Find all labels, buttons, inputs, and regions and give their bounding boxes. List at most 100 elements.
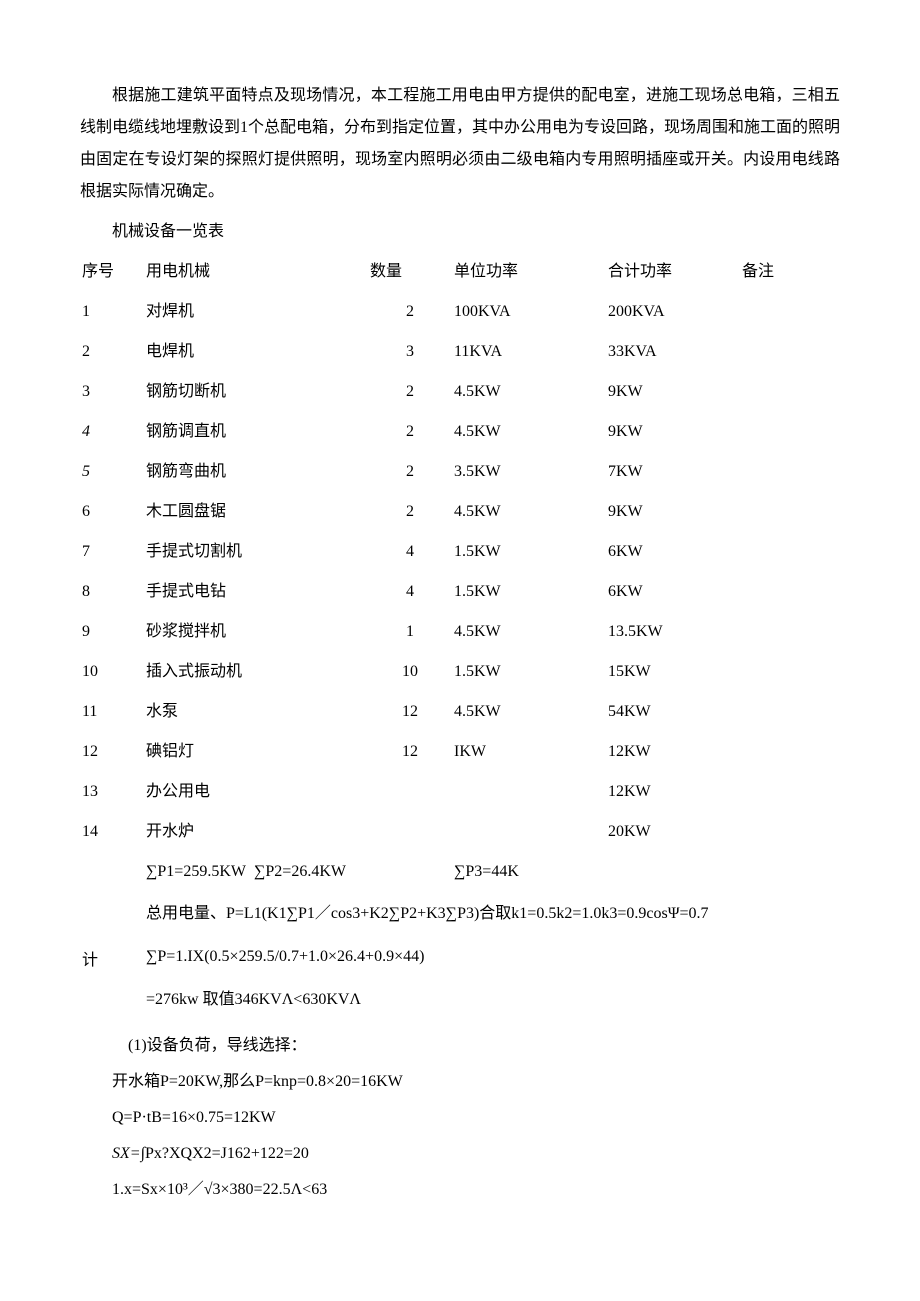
cell-qty: 4	[368, 532, 452, 572]
cell-note	[740, 412, 840, 452]
header-note: 备注	[740, 252, 840, 292]
cell-seq: 10	[80, 652, 144, 692]
cell-qty: 2	[368, 292, 452, 332]
cell-note	[740, 372, 840, 412]
cell-unit: 4.5KW	[452, 612, 606, 652]
cell-seq: 3	[80, 372, 144, 412]
header-total-power: 合计功率	[606, 252, 740, 292]
header-qty: 数量	[368, 252, 452, 292]
cell-note	[740, 732, 840, 772]
footer-line-2: 开水箱P=20KW,那么P=knp=0.8×20=16KW	[80, 1066, 840, 1098]
calc-label: 计	[80, 892, 144, 1030]
cell-unit: 1.5KW	[452, 652, 606, 692]
cell-note	[740, 572, 840, 612]
cell-name: 手提式电钻	[144, 572, 368, 612]
table-title: 机械设备一览表	[80, 216, 840, 248]
cell-qty: 1	[368, 612, 452, 652]
cell-unit: IKW	[452, 732, 606, 772]
cell-qty: 2	[368, 452, 452, 492]
cell-name: 插入式振动机	[144, 652, 368, 692]
cell-qty: 10	[368, 652, 452, 692]
calc-line-1: 总用电量、P=L1(K1∑P1／cos3+K2∑P2+K3∑P3)合取k1=0.…	[146, 896, 838, 931]
header-unit-power: 单位功率	[452, 252, 606, 292]
cell-unit	[452, 812, 606, 852]
table-row: 1 对焊机 2 100KVA 200KVA	[80, 292, 840, 332]
cell-seq: 6	[80, 492, 144, 532]
cell-total: 9KW	[606, 412, 740, 452]
cell-total: 12KW	[606, 772, 740, 812]
cell-seq: 9	[80, 612, 144, 652]
cell-unit: 4.5KW	[452, 492, 606, 532]
header-name: 用电机械	[144, 252, 368, 292]
cell-name: 钢筋切断机	[144, 372, 368, 412]
cell-seq: 5	[80, 452, 144, 492]
cell-unit: 4.5KW	[452, 692, 606, 732]
cell-name: 手提式切割机	[144, 532, 368, 572]
table-row: 8 手提式电钻 4 1.5KW 6KW	[80, 572, 840, 612]
cell-qty: 2	[368, 372, 452, 412]
cell-qty	[368, 812, 452, 852]
cell-seq: 4	[80, 412, 144, 452]
table-row: 6 木工圆盘锯 2 4.5KW 9KW	[80, 492, 840, 532]
sum-row: ∑P1=259.5KW ∑P2=26.4KW ∑P3=44K	[80, 852, 840, 892]
calc-line-2: ∑P=1.IX(0.5×259.5/0.7+1.0×26.4+0.9×44)	[146, 939, 838, 974]
cell-total: 20KW	[606, 812, 740, 852]
cell-qty: 12	[368, 692, 452, 732]
cell-name: 钢筋调直机	[144, 412, 368, 452]
cell-total: 15KW	[606, 652, 740, 692]
intro-paragraph: 根据施工建筑平面特点及现场情况，本工程施工用电由甲方提供的配电室，进施工现场总电…	[80, 80, 840, 208]
table-row: 2 电焊机 3 11KVA 33KVA	[80, 332, 840, 372]
table-row: 3 钢筋切断机 2 4.5KW 9KW	[80, 372, 840, 412]
cell-name: 办公用电	[144, 772, 368, 812]
cell-seq: 14	[80, 812, 144, 852]
footer-line-3: Q=P·tB=16×0.75=12KW	[80, 1102, 840, 1134]
cell-unit: 4.5KW	[452, 372, 606, 412]
cell-total: 54KW	[606, 692, 740, 732]
cell-seq: 7	[80, 532, 144, 572]
cell-note	[740, 812, 840, 852]
cell-note	[740, 772, 840, 812]
cell-name: 开水炉	[144, 812, 368, 852]
table-row: 10 插入式振动机 10 1.5KW 15KW	[80, 652, 840, 692]
cell-note	[740, 332, 840, 372]
cell-total: 6KW	[606, 532, 740, 572]
cell-unit: 1.5KW	[452, 532, 606, 572]
calc-line-3: =276kw 取值346KVΛ<630KVΛ	[146, 982, 838, 1017]
cell-total: 9KW	[606, 492, 740, 532]
cell-name: 碘铝灯	[144, 732, 368, 772]
cell-total: 33KVA	[606, 332, 740, 372]
cell-name: 砂浆搅拌机	[144, 612, 368, 652]
cell-total: 7KW	[606, 452, 740, 492]
cell-note	[740, 492, 840, 532]
table-row: 9 砂浆搅拌机 1 4.5KW 13.5KW	[80, 612, 840, 652]
cell-seq: 2	[80, 332, 144, 372]
cell-name: 木工圆盘锯	[144, 492, 368, 532]
footer-line-4: SX=∫Px?XQX2=J162+122=20	[80, 1138, 840, 1170]
cell-name: 钢筋弯曲机	[144, 452, 368, 492]
cell-note	[740, 532, 840, 572]
cell-name: 电焊机	[144, 332, 368, 372]
cell-total: 6KW	[606, 572, 740, 612]
table-row: 13 办公用电 12KW	[80, 772, 840, 812]
sum-p1-p2: ∑P1=259.5KW ∑P2=26.4KW	[144, 852, 452, 892]
cell-qty: 3	[368, 332, 452, 372]
table-row: 5 钢筋弯曲机 2 3.5KW 7KW	[80, 452, 840, 492]
table-row: 11 水泵 12 4.5KW 54KW	[80, 692, 840, 732]
cell-seq: 1	[80, 292, 144, 332]
equipment-table: 序号 用电机械 数量 单位功率 合计功率 备注 1 对焊机 2 100KVA 2…	[80, 252, 840, 1030]
table-row: 4 钢筋调直机 2 4.5KW 9KW	[80, 412, 840, 452]
table-header-row: 序号 用电机械 数量 单位功率 合计功率 备注	[80, 252, 840, 292]
calc-row: 计 总用电量、P=L1(K1∑P1／cos3+K2∑P2+K3∑P3)合取k1=…	[80, 892, 840, 1030]
header-seq: 序号	[80, 252, 144, 292]
sum-p3: ∑P3=44K	[452, 852, 606, 892]
footer-line-5: 1.x=Sx×10³／√3×380=22.5Λ<63	[80, 1174, 840, 1206]
cell-total: 12KW	[606, 732, 740, 772]
cell-qty: 2	[368, 492, 452, 532]
cell-note	[740, 292, 840, 332]
cell-name: 水泵	[144, 692, 368, 732]
cell-unit: 11KVA	[452, 332, 606, 372]
cell-total: 200KVA	[606, 292, 740, 332]
table-row: 12 碘铝灯 12 IKW 12KW	[80, 732, 840, 772]
cell-qty: 2	[368, 412, 452, 452]
cell-seq: 8	[80, 572, 144, 612]
